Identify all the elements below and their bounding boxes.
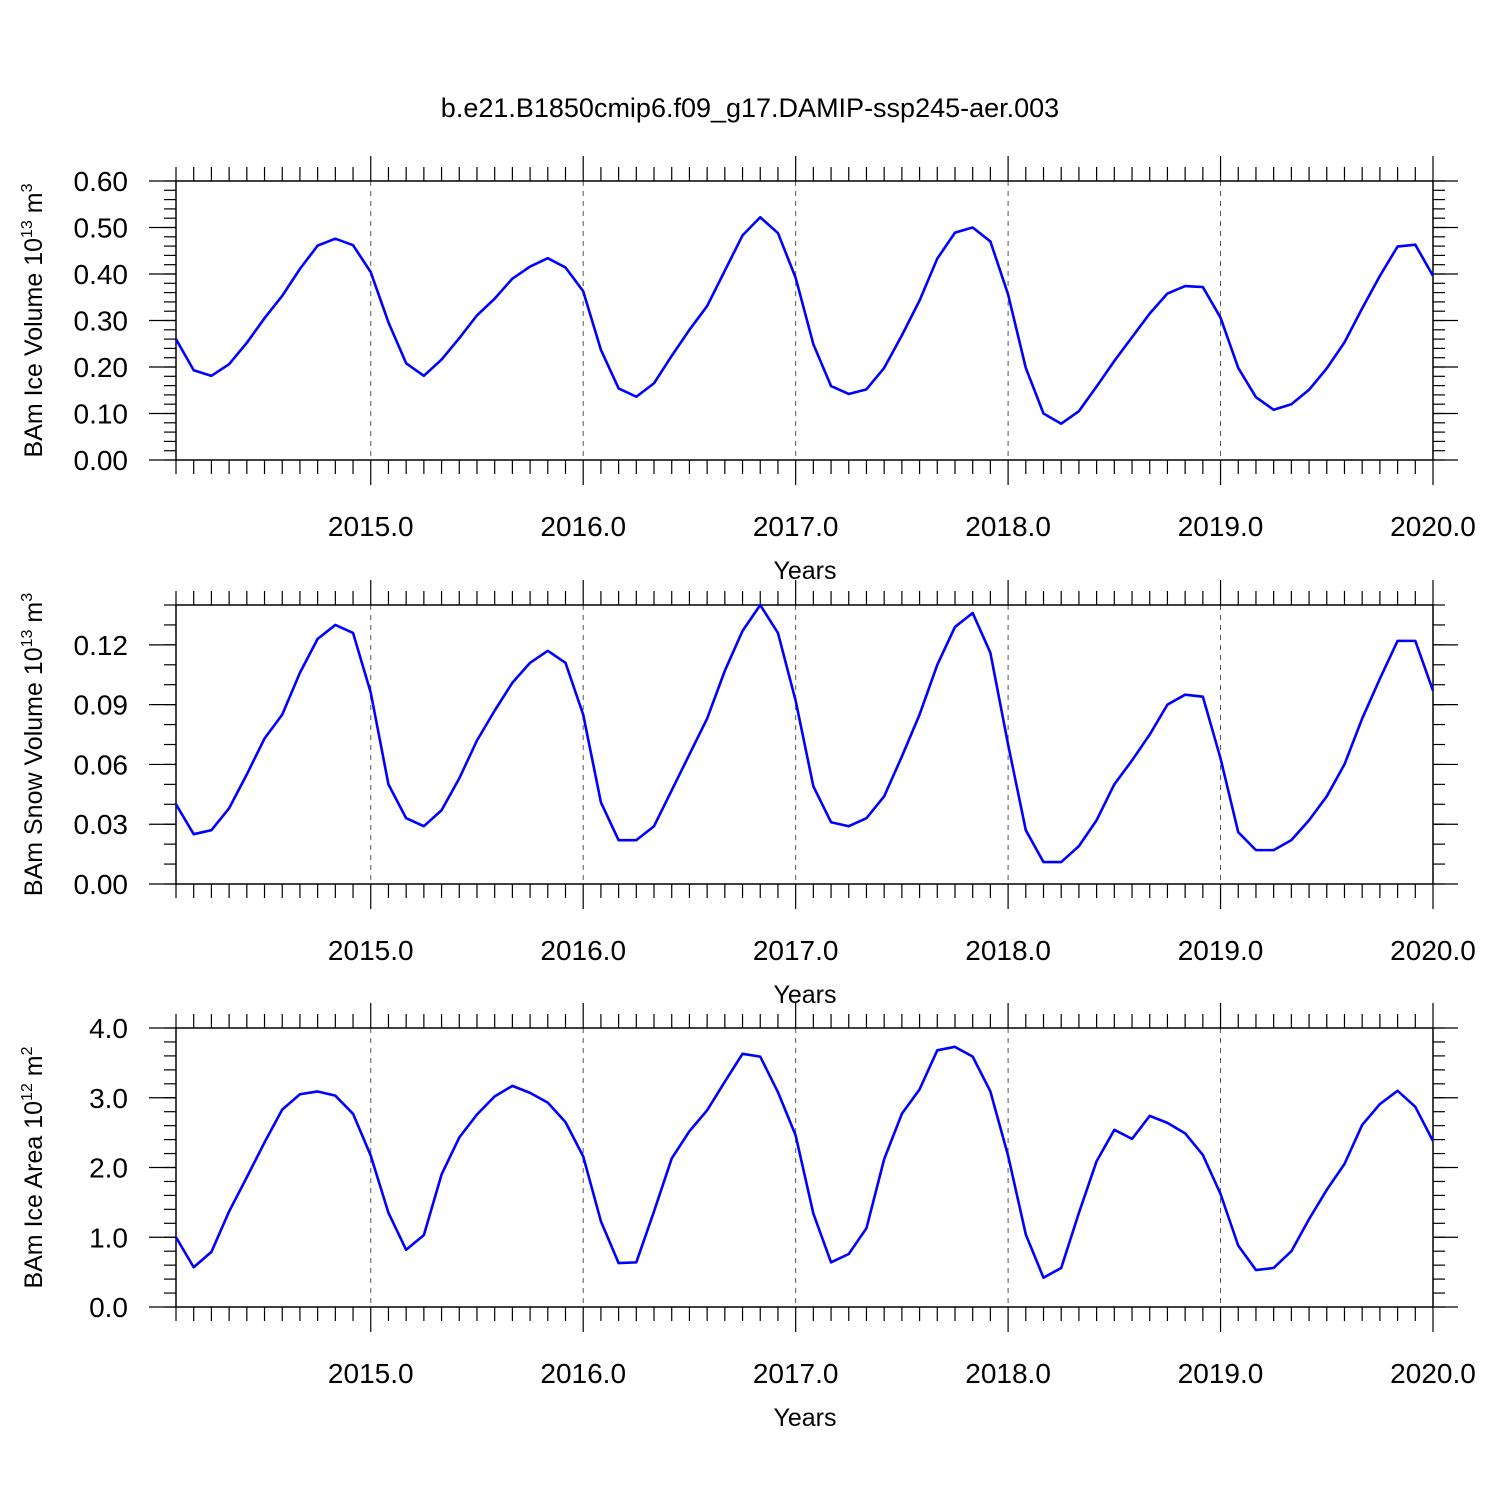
x-tick-label: 2019.0 [1178,1358,1264,1389]
y-axis-label-part: BAm Snow Volume 10 [20,647,48,896]
x-tick-label: 2020.0 [1390,935,1476,966]
x-axis-label: Years [773,981,836,1009]
y-tick-label: 0.60 [74,166,129,197]
y-tick-label: 0.40 [74,259,129,290]
panels: 0.00 0.10 0.20 0.30 0.40 0.50 0.60 2015.0 2016.0… [19,156,1476,1432]
y-axis-label: BAm Snow Volume 1013 m3 [19,593,48,896]
y-axis-label-part: BAm Ice Volume 10 [20,238,48,458]
x-tick-label: 2020.0 [1390,1358,1476,1389]
x-axis-label: Years [773,1404,836,1432]
x-tick-label: 2015.0 [328,511,414,542]
y-axis-label-part: 3 [19,593,36,602]
y-tick-label: 0.0 [89,1292,128,1323]
y-tick-label: 0.06 [74,749,129,780]
x-tick-label: 2017.0 [753,935,839,966]
y-tick-label: 0.10 [74,399,129,430]
x-tick-label: 2019.0 [1178,935,1264,966]
x-tick-label: 2015.0 [328,935,414,966]
figure-title: b.e21.B1850cmip6.f09_g17.DAMIP-ssp245-ae… [441,93,1059,123]
series-line [174,603,1435,864]
y-tick-label: 0.30 [74,306,129,337]
y-tick-label: 1.0 [89,1222,128,1253]
x-tick-label: 2018.0 [965,511,1051,542]
plot-frame [175,1027,1434,1308]
y-tick-label: 0.50 [74,213,129,244]
y-axis-label-part: 13 [19,629,36,647]
y-axis-label-part: 2 [19,1046,36,1055]
x-tick-label: 2019.0 [1178,511,1264,542]
y-tick-label: 0.00 [74,869,129,900]
y-axis-label-part: BAm Ice Area 10 [20,1101,48,1289]
panel-1: 0.00 0.10 0.20 0.30 0.40 0.50 0.60 2015.0 2016.0… [19,156,1476,585]
y-tick-label: 0.20 [74,352,129,383]
y-axis-label-part: 3 [19,183,36,192]
x-tick-label: 2017.0 [753,511,839,542]
y-tick-label: 3.0 [89,1083,128,1114]
series-line [174,215,1435,426]
series-line [174,1045,1435,1279]
x-tick-label: 2020.0 [1390,511,1476,542]
y-tick-label: 0.12 [74,630,129,661]
x-tick-label: 2016.0 [540,511,626,542]
y-axis-label-part: 12 [19,1083,36,1101]
y-tick-label: 0.09 [74,690,129,721]
y-axis-label: BAm Ice Area 1012 m2 [19,1046,48,1288]
x-tick-label: 2018.0 [965,935,1051,966]
x-tick-label: 2018.0 [965,1358,1051,1389]
y-axis-label-part: 13 [19,220,36,238]
x-tick-label: 2017.0 [753,1358,839,1389]
y-tick-label: 0.00 [74,445,129,476]
y-axis-label: BAm Ice Volume 1013 m3 [19,183,48,457]
y-tick-label: 4.0 [89,1013,128,1044]
x-tick-label: 2016.0 [540,935,626,966]
y-axis-label-part: m [20,602,48,630]
panel-2: 0.00 0.03 0.06 0.09 0.12 2015.0 2016.0 2017.0 20… [19,580,1476,1009]
y-tick-label: 0.03 [74,809,129,840]
x-tick-label: 2016.0 [540,1358,626,1389]
x-tick-label: 2015.0 [328,1358,414,1389]
y-axis-label-part: m [20,1055,48,1083]
y-axis-label-part: m [20,192,48,220]
y-tick-label: 2.0 [89,1153,128,1184]
plot-frame [175,180,1434,461]
panel-3: 0.0 1.0 2.0 3.0 4.0 2015.0 2016.0 2017.0 2018.0 2… [19,1003,1476,1432]
x-axis-label: Years [773,557,836,585]
